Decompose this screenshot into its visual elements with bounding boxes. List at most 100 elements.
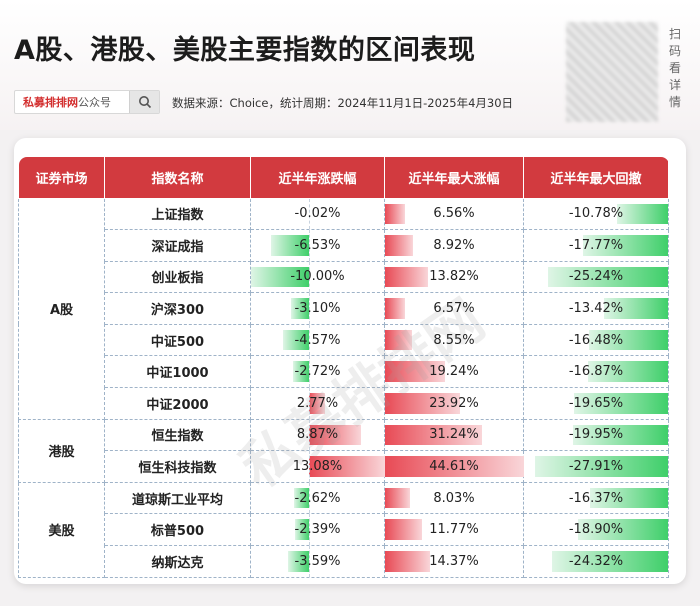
table-row: 中证500 -4.57% 8.55% -16.48% xyxy=(19,323,669,357)
table-row: 港股 恒生指数 8.87% 31.24% -19.95% xyxy=(18,418,669,483)
max-gain-bar xyxy=(385,329,412,351)
change-value: -4.57% xyxy=(294,332,341,348)
market-cell: A股 xyxy=(18,197,105,420)
max-drawdown-bar xyxy=(587,361,668,383)
max-drawdown-cell: -16.48% xyxy=(523,323,669,357)
max-gain-value: 6.57% xyxy=(433,301,475,317)
max-gain-cell: 8.03% xyxy=(384,481,524,515)
max-drawdown-cell: -19.95% xyxy=(523,418,669,452)
zero-axis xyxy=(309,230,311,261)
change-bar xyxy=(282,329,310,351)
max-gain-bar xyxy=(385,361,445,383)
qr-code-icon[interactable] xyxy=(566,22,658,122)
max-drawdown-cell: -16.87% xyxy=(523,355,669,389)
max-drawdown-value: -19.65% xyxy=(568,395,624,411)
max-drawdown-cell: -13.42% xyxy=(523,292,669,325)
max-drawdown-bar xyxy=(577,519,668,541)
max-gain-cell: 8.92% xyxy=(384,229,524,262)
change-cell: 2.77% xyxy=(250,387,385,420)
search-suffix: 公众号 xyxy=(78,96,111,109)
max-gain-bar xyxy=(385,298,406,319)
table-header-row: 证券市场 指数名称 近半年涨跌幅 近半年最大涨幅 近半年最大回撤 xyxy=(18,157,669,199)
change-bar xyxy=(309,393,326,414)
max-drawdown-bar xyxy=(589,329,668,351)
max-gain-bar xyxy=(385,203,406,225)
max-drawdown-cell: -25.24% xyxy=(523,260,669,294)
max-drawdown-bar xyxy=(552,551,668,572)
max-drawdown-value: -16.48% xyxy=(568,332,624,348)
max-gain-value: 19.24% xyxy=(429,364,479,380)
change-cell: -3.59% xyxy=(250,545,385,578)
change-value: -3.10% xyxy=(294,301,341,317)
max-gain-bar xyxy=(385,235,413,256)
zero-axis xyxy=(309,324,311,356)
max-gain-bar xyxy=(385,551,430,572)
change-bar xyxy=(271,235,310,256)
data-source-text: 数据来源：Choice，统计周期：2024年11月1日-2025年4月30日 xyxy=(172,96,514,110)
table-row: 纳斯达克 -3.59% 14.37% -24.32% xyxy=(19,545,669,578)
max-gain-cell: 11.77% xyxy=(384,513,524,547)
max-gain-cell: 23.92% xyxy=(384,387,524,420)
max-drawdown-value: -18.90% xyxy=(568,522,624,538)
max-drawdown-bar xyxy=(574,393,668,414)
max-drawdown-cell: -24.32% xyxy=(523,545,669,578)
change-value: -3.59% xyxy=(294,553,341,569)
max-drawdown-cell: -17.77% xyxy=(523,229,669,262)
max-drawdown-value: -16.37% xyxy=(568,490,624,506)
max-drawdown-bar xyxy=(535,456,668,477)
index-name-cell: 恒生科技指数 xyxy=(104,450,251,483)
column-header: 近半年最大回撤 xyxy=(523,157,669,199)
index-name-cell: 中证1000 xyxy=(104,355,251,389)
column-header: 指数名称 xyxy=(104,157,251,199)
scan-hint-char: 码 xyxy=(668,44,681,58)
column-header: 证券市场 xyxy=(18,157,105,199)
max-drawdown-bar xyxy=(616,203,668,225)
max-gain-bar xyxy=(385,393,460,414)
table-row: 恒生科技指数 13.08% 44.61% -27.91% xyxy=(19,450,669,483)
search-label: 私募排排网公众号 xyxy=(15,94,129,110)
page-title: A股、港股、美股主要指数的区间表现 xyxy=(14,35,476,66)
search-button[interactable] xyxy=(129,91,159,113)
max-gain-value: 8.03% xyxy=(433,490,475,506)
max-gain-bar xyxy=(385,456,524,477)
max-gain-bar xyxy=(385,266,429,288)
zero-axis xyxy=(309,482,311,514)
max-gain-cell: 8.55% xyxy=(384,323,524,357)
max-gain-value: 8.55% xyxy=(433,332,475,348)
max-gain-value: 14.37% xyxy=(429,553,479,569)
max-gain-value: 13.82% xyxy=(429,269,479,285)
change-value: 2.77% xyxy=(296,395,339,411)
max-drawdown-value: -10.78% xyxy=(568,206,624,222)
table-row: 沪深300 -3.10% 6.57% -13.42% xyxy=(19,292,669,325)
scan-hint-char: 情 xyxy=(668,95,681,109)
index-name-cell: 纳斯达克 xyxy=(104,545,251,578)
max-drawdown-value: -17.77% xyxy=(568,237,624,253)
change-value: -2.62% xyxy=(294,490,341,506)
max-drawdown-cell: -10.78% xyxy=(523,197,669,231)
search-box[interactable]: 私募排排网公众号 xyxy=(14,90,160,114)
max-gain-value: 11.77% xyxy=(429,522,479,538)
index-name-cell: 恒生指数 xyxy=(104,418,251,452)
max-gain-value: 23.92% xyxy=(429,395,479,411)
max-gain-cell: 13.82% xyxy=(384,260,524,294)
zero-axis xyxy=(309,198,311,230)
max-gain-cell: 31.24% xyxy=(384,418,524,452)
max-drawdown-cell: -19.65% xyxy=(523,387,669,420)
zero-axis xyxy=(309,261,311,293)
index-name-cell: 深证成指 xyxy=(104,229,251,262)
search-brand: 私募排排网 xyxy=(23,96,78,109)
change-cell: -2.72% xyxy=(250,355,385,389)
change-cell: -2.62% xyxy=(250,481,385,515)
max-drawdown-bar xyxy=(590,487,668,509)
max-drawdown-value: -19.95% xyxy=(568,427,624,443)
index-name-cell: 中证500 xyxy=(104,323,251,357)
change-cell: -10.00% xyxy=(250,260,385,294)
table-row: 中证2000 2.77% 23.92% -19.65% xyxy=(19,387,669,420)
max-drawdown-value: -16.87% xyxy=(568,364,624,380)
max-gain-cell: 44.61% xyxy=(384,450,524,483)
zero-axis xyxy=(309,514,311,546)
market-cell: 港股 xyxy=(18,418,105,483)
change-value: 13.08% xyxy=(292,459,343,475)
change-bar xyxy=(309,424,361,446)
scan-hint-char: 详 xyxy=(668,78,681,92)
